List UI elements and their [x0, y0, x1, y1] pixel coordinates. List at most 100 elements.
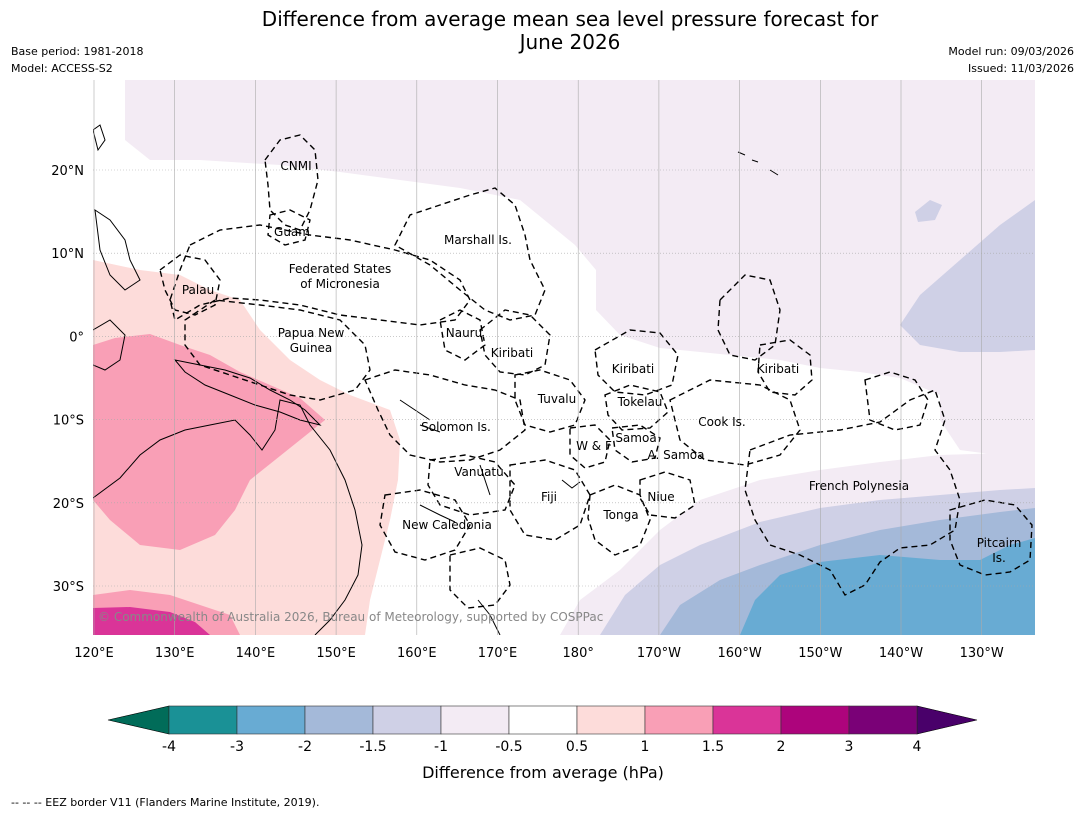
colorbar — [107, 705, 978, 735]
lon-label: 170°E — [478, 646, 518, 661]
label-png-2: Guinea — [290, 341, 333, 355]
lat-label: 20°N — [51, 164, 84, 179]
new-caledonia-island — [419, 504, 456, 523]
colorbar-tick-label: 2 — [777, 739, 786, 755]
lat-label: 30°S — [53, 580, 84, 595]
label-niue: Niue — [647, 490, 674, 504]
eez-tonga — [587, 484, 651, 556]
colorbar-segment — [712, 705, 782, 735]
solomon-islands — [399, 399, 441, 433]
map-area — [93, 80, 1035, 635]
colorbar-segment — [236, 705, 306, 735]
map-title: Difference from average mean sea level p… — [0, 8, 1085, 54]
lat-label: 20°S — [53, 497, 84, 512]
colorbar-tick-label: -1.5 — [359, 739, 386, 755]
colorbar-segment — [440, 705, 510, 735]
colorbar-segment — [168, 705, 238, 735]
lat-label: 10°N — [51, 247, 84, 262]
lon-label: 150°E — [316, 646, 356, 661]
longitude-labels: 120°E 130°E 140°E 150°E 160°E 170°E 180° 170°W 1… — [74, 646, 1004, 661]
colorbar-under-arrow — [107, 705, 170, 735]
eez-french-polynesia-north — [864, 371, 929, 431]
label-cook: Cook Is. — [698, 415, 745, 429]
label-wf: W & F — [576, 439, 612, 453]
lat-label: 10°S — [53, 414, 84, 429]
colorbar-tick-label: -0.5 — [495, 739, 522, 755]
eez-cnmi — [264, 134, 319, 231]
title-line-2: June 2026 — [519, 30, 621, 54]
copyright-notice: © Commonwealth of Australia 2026, Bureau… — [98, 610, 603, 624]
hawaii-islands — [737, 151, 779, 176]
taiwan-coast — [93, 124, 106, 152]
eez-norfolk — [449, 547, 511, 609]
label-solomon: Solomon Is. — [421, 420, 491, 434]
eez-niue — [639, 471, 696, 519]
label-pitcairn-1: Pitcairn — [977, 536, 1022, 550]
label-kiribati-west: Kiribati — [491, 346, 533, 360]
label-french-polynesia: French Polynesia — [809, 479, 909, 493]
fiji-islands — [561, 479, 581, 489]
new-zealand-coast — [477, 599, 501, 635]
eez-cook — [669, 379, 801, 466]
colorbar-title: Difference from average (hPa) — [422, 763, 664, 782]
model-name: Model: ACCESS-S2 — [11, 62, 113, 75]
eez-marshall — [394, 187, 546, 321]
lon-label: 180° — [563, 646, 594, 661]
label-fsm-2: of Micronesia — [300, 277, 380, 291]
label-tokelau: Tokelau — [617, 395, 663, 409]
label-samoa: Samoa — [615, 431, 656, 445]
colorbar-segment — [372, 705, 442, 735]
colorbar-segment — [304, 705, 374, 735]
eez-kiribati-west — [479, 309, 551, 376]
meta-right: Model run: 09/03/2026 Issued: 11/03/2026 — [948, 43, 1074, 77]
colorbar-tick-label: 3 — [845, 739, 854, 755]
lon-label: 130°E — [155, 646, 195, 661]
label-nauru: Nauru — [446, 326, 482, 340]
coastlines — [93, 124, 779, 635]
australia-coast — [93, 399, 363, 635]
label-tuvalu: Tuvalu — [537, 392, 577, 406]
band-minus-1-east — [900, 200, 1035, 352]
band-minus-2-south — [740, 538, 1035, 635]
eez-samoa — [611, 424, 661, 463]
eez-solomon — [364, 369, 526, 463]
label-fsm-1: Federated States — [289, 262, 391, 276]
colorbar-segment — [644, 705, 714, 735]
colorbar-segment — [508, 705, 578, 735]
eez-kiribati-line — [757, 339, 813, 396]
eez-kiribati-east — [717, 274, 781, 361]
meta-left: Base period: 1981-2018 Model: ACCESS-S2 — [11, 43, 143, 77]
colorbar-tick-label: -4 — [162, 739, 176, 755]
label-vanuatu: Vanuatu — [454, 465, 504, 479]
eez-new-caledonia — [379, 489, 471, 561]
lat-label: 0° — [69, 330, 84, 345]
title-line-1: Difference from average mean sea level p… — [261, 7, 879, 31]
colorbar-tick-label: -2 — [298, 739, 312, 755]
colorbar-tick-label: -1 — [434, 739, 448, 755]
eez-png — [184, 299, 371, 401]
label-kiribati-central: Kiribati — [612, 362, 654, 376]
eez-wf — [569, 424, 611, 469]
eez-vanuatu — [427, 454, 516, 516]
label-png-1: Papua New — [278, 326, 345, 340]
borneo-coast — [93, 319, 126, 371]
label-pitcairn-2: Is. — [992, 551, 1006, 565]
band-plus-1.5-southwest — [93, 607, 210, 635]
vanuatu-islands — [479, 464, 491, 496]
band-minus-0.5-north — [125, 80, 1035, 460]
colorbar-tick-label: 1 — [641, 739, 650, 755]
eez-palau — [159, 254, 221, 316]
label-kiribati-east: Kiribati — [757, 362, 799, 376]
label-fiji: Fiji — [541, 490, 557, 504]
lon-label: 140°E — [236, 646, 276, 661]
lon-label: 120°E — [74, 646, 114, 661]
label-cnmi: CNMI — [280, 159, 311, 173]
label-marshall: Marshall Is. — [444, 233, 512, 247]
band-minus-1-islet — [915, 200, 942, 222]
eez-nauru — [439, 309, 486, 361]
colorbar-segment — [576, 705, 646, 735]
colorbar-tick-labels: -4 -3 -2 -1.5 -1 -0.5 0.5 1 1.5 2 3 4 — [162, 739, 922, 755]
lon-label: 150°W — [798, 646, 842, 661]
lon-label: 160°W — [718, 646, 762, 661]
